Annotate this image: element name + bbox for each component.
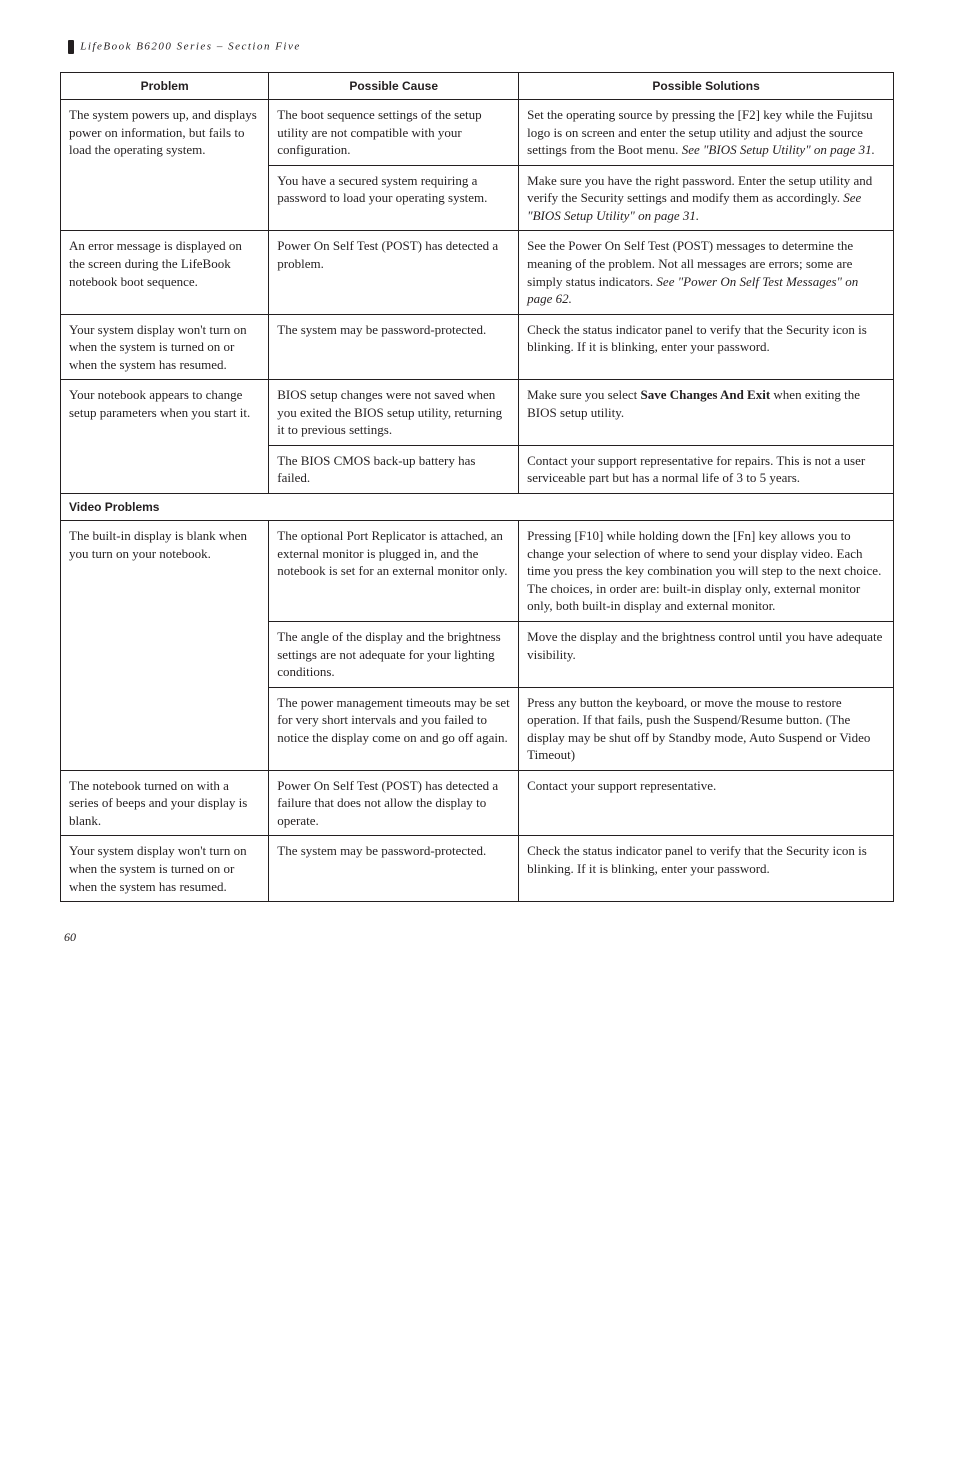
header-bullet-icon xyxy=(68,40,74,54)
cause-cell: The power management timeouts may be set… xyxy=(269,687,519,770)
solution-cell: Make sure you have the right password. E… xyxy=(519,165,894,231)
solution-ref: See "BIOS Setup Utility" on page 31. xyxy=(682,142,875,157)
header-problem: Problem xyxy=(61,73,269,100)
running-head: LifeBook B6200 Series – Section Five xyxy=(68,40,894,54)
solution-prefix: Make sure you select xyxy=(527,387,640,402)
cause-cell: The boot sequence settings of the setup … xyxy=(269,100,519,166)
cause-cell: Power On Self Test (POST) has detected a… xyxy=(269,231,519,314)
cause-cell: The angle of the display and the brightn… xyxy=(269,621,519,687)
cause-cell: Power On Self Test (POST) has detected a… xyxy=(269,770,519,836)
cause-cell: The BIOS CMOS back-up battery has failed… xyxy=(269,445,519,493)
problem-cell: The notebook turned on with a series of … xyxy=(61,770,269,836)
solution-cell: Press any button the keyboard, or move t… xyxy=(519,687,894,770)
solution-text: Make sure you have the right password. E… xyxy=(527,173,872,206)
table-row: The built-in display is blank when you t… xyxy=(61,521,894,622)
table-row: Your system display won't turn on when t… xyxy=(61,314,894,380)
solution-cell: Contact your support representative. xyxy=(519,770,894,836)
table-row: The system powers up, and displays power… xyxy=(61,100,894,166)
solution-bold: Save Changes And Exit xyxy=(641,387,771,402)
section-label: Video Problems xyxy=(61,494,894,521)
solution-cell: Check the status indicator panel to veri… xyxy=(519,836,894,902)
problem-cell: Your notebook appears to change setup pa… xyxy=(61,380,269,494)
header-cause: Possible Cause xyxy=(269,73,519,100)
table-row: Your system display won't turn on when t… xyxy=(61,836,894,902)
problem-cell: Your system display won't turn on when t… xyxy=(61,314,269,380)
table-row: Your notebook appears to change setup pa… xyxy=(61,380,894,446)
section-row: Video Problems xyxy=(61,494,894,521)
cause-cell: The system may be password-protected. xyxy=(269,836,519,902)
table-row: The notebook turned on with a series of … xyxy=(61,770,894,836)
solution-cell: Make sure you select Save Changes And Ex… xyxy=(519,380,894,446)
cause-cell: You have a secured system requiring a pa… xyxy=(269,165,519,231)
problem-cell: Your system display won't turn on when t… xyxy=(61,836,269,902)
solution-cell: Check the status indicator panel to veri… xyxy=(519,314,894,380)
solution-cell: Contact your support representative for … xyxy=(519,445,894,493)
header-solutions: Possible Solutions xyxy=(519,73,894,100)
cause-cell: The optional Port Replicator is attached… xyxy=(269,521,519,622)
page-number: 60 xyxy=(64,930,894,945)
problem-cell: The built-in display is blank when you t… xyxy=(61,521,269,771)
troubleshooting-table: Problem Possible Cause Possible Solution… xyxy=(60,72,894,902)
running-head-text: LifeBook B6200 Series – Section Five xyxy=(80,41,300,53)
solution-cell: Move the display and the brightness cont… xyxy=(519,621,894,687)
cause-cell: BIOS setup changes were not saved when y… xyxy=(269,380,519,446)
cause-cell: The system may be password-protected. xyxy=(269,314,519,380)
solution-cell: Pressing [F10] while holding down the [F… xyxy=(519,521,894,622)
problem-cell: An error message is displayed on the scr… xyxy=(61,231,269,314)
solution-cell: Set the operating source by pressing the… xyxy=(519,100,894,166)
problem-cell: The system powers up, and displays power… xyxy=(61,100,269,231)
table-header-row: Problem Possible Cause Possible Solution… xyxy=(61,73,894,100)
table-row: An error message is displayed on the scr… xyxy=(61,231,894,314)
solution-cell: See the Power On Self Test (POST) messag… xyxy=(519,231,894,314)
